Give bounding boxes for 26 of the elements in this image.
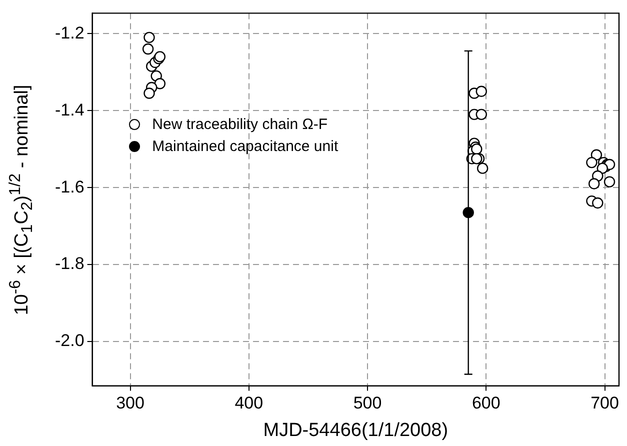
x-tick-label: 600 (472, 394, 500, 413)
y-tick-label: -1.2 (54, 23, 84, 42)
point (476, 108, 487, 120)
legend-label: Maintained capacitance unit (152, 138, 338, 156)
x-tick-label: 400 (234, 394, 264, 413)
y-tick-label: -2.0 (54, 331, 84, 350)
y-tick-label: -1.4 (54, 100, 84, 120)
point (154, 78, 166, 90)
point (144, 88, 155, 99)
legend-label: New traceability chain Ω-F (152, 116, 328, 134)
x-axis-title: MJD-54466(1/1/2008) (263, 420, 448, 441)
point (144, 32, 155, 44)
point (142, 43, 154, 55)
x-tick-label: 700 (590, 394, 619, 413)
point (586, 156, 598, 168)
point (471, 153, 482, 164)
point (476, 162, 488, 174)
point (604, 176, 616, 188)
x-tick-label: 300 (116, 394, 144, 413)
y-tick-label: -1.6 (54, 177, 84, 196)
point (592, 197, 604, 209)
x-tick-label: 500 (353, 394, 382, 413)
point (588, 178, 600, 190)
point (596, 162, 608, 174)
y-tick-label: -1.8 (54, 254, 84, 274)
point (476, 86, 487, 97)
